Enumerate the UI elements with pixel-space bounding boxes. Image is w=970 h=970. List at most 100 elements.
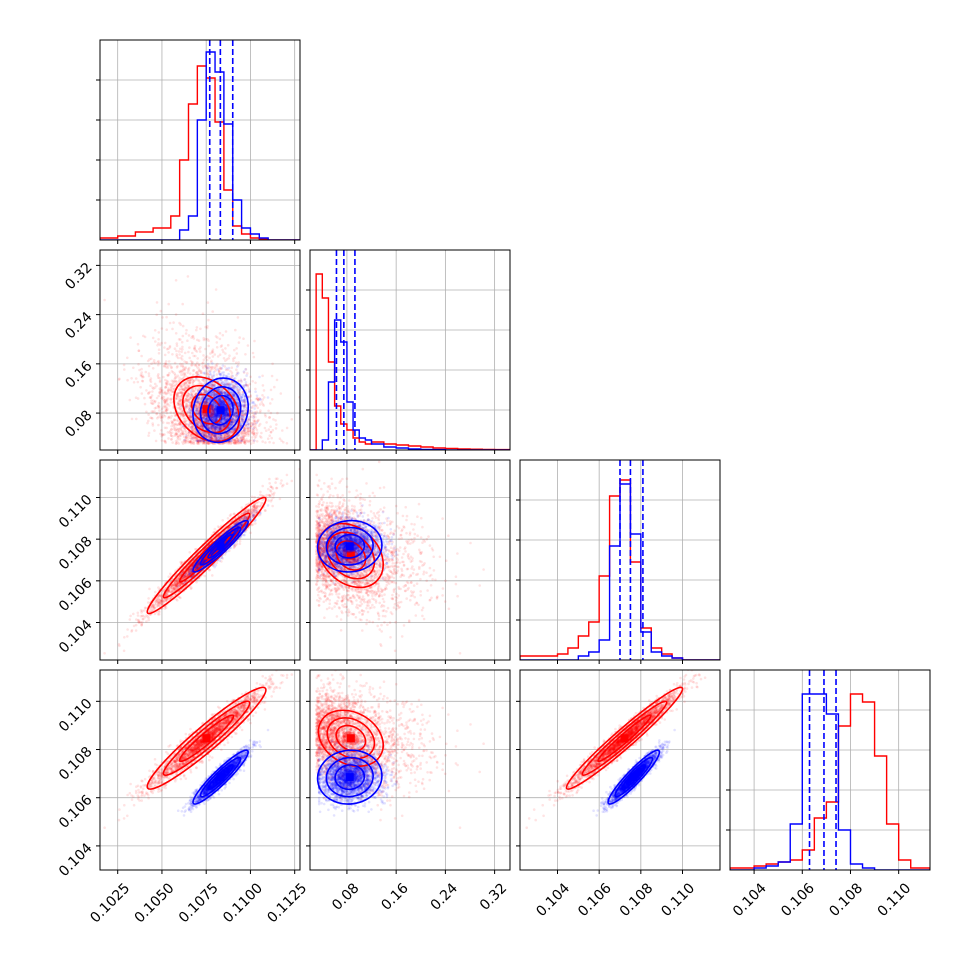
scatter-point bbox=[181, 413, 184, 417]
scatter-point bbox=[196, 440, 200, 444]
scatter-point bbox=[185, 406, 189, 410]
scatter-point bbox=[174, 332, 178, 335]
scatter-point bbox=[178, 391, 181, 395]
scatter-point bbox=[282, 440, 285, 444]
scatter-point bbox=[198, 350, 202, 353]
scatter-point bbox=[178, 434, 181, 438]
scatter-point bbox=[103, 298, 106, 302]
scatter-point bbox=[207, 419, 210, 423]
scatter-point bbox=[258, 403, 262, 406]
scatter-point bbox=[243, 426, 246, 430]
scatter-point bbox=[195, 438, 199, 442]
scatter-point bbox=[186, 391, 190, 395]
scatter-point bbox=[183, 439, 186, 443]
scatter-point bbox=[208, 399, 211, 403]
scatter-point bbox=[185, 361, 188, 364]
scatter-point bbox=[245, 408, 248, 411]
scatter-point bbox=[248, 427, 251, 430]
scatter-point bbox=[207, 397, 211, 401]
scatter-point bbox=[186, 433, 189, 436]
scatter-point bbox=[211, 428, 214, 432]
panel-frame bbox=[99, 39, 301, 241]
scatter-point bbox=[243, 434, 247, 438]
scatter-point bbox=[224, 359, 227, 363]
scatter-point bbox=[280, 439, 283, 443]
scatter-point bbox=[136, 342, 140, 346]
scatter-point bbox=[200, 426, 204, 429]
scatter-point bbox=[231, 441, 234, 444]
scatter-point bbox=[207, 426, 211, 429]
scatter-point bbox=[197, 378, 200, 382]
scatter-point bbox=[271, 362, 274, 366]
scatter-point bbox=[230, 431, 234, 434]
scatter-point bbox=[153, 400, 157, 404]
scatter-point bbox=[182, 368, 185, 372]
scatter-point bbox=[242, 435, 245, 439]
scatter-point bbox=[157, 342, 160, 345]
scatter-point bbox=[219, 399, 222, 403]
scatter-point bbox=[159, 416, 163, 420]
scatter-point bbox=[205, 397, 208, 400]
scatter-point bbox=[225, 434, 229, 437]
scatter-point bbox=[159, 386, 163, 390]
scatter-point bbox=[216, 368, 219, 371]
scatter-point bbox=[160, 389, 163, 392]
scatter-point bbox=[180, 340, 184, 344]
scatter-point bbox=[147, 392, 150, 395]
scatter-point bbox=[175, 433, 179, 436]
scatter-point bbox=[175, 432, 178, 436]
scatter-point bbox=[181, 377, 185, 380]
scatter-point bbox=[181, 442, 185, 446]
scatter-point bbox=[147, 413, 150, 416]
scatter-point bbox=[166, 373, 169, 377]
scatter-point bbox=[218, 372, 222, 376]
scatter-point bbox=[205, 366, 209, 370]
scatter-point bbox=[192, 354, 195, 358]
scatter-point bbox=[236, 439, 240, 442]
scatter-point bbox=[221, 425, 224, 428]
scatter-point bbox=[192, 390, 195, 394]
scatter-point bbox=[180, 391, 184, 395]
scatter-point bbox=[254, 387, 257, 391]
scatter-point bbox=[231, 429, 234, 432]
scatter-point bbox=[154, 399, 157, 403]
scatter-point bbox=[202, 441, 206, 444]
scatter-point bbox=[220, 380, 224, 384]
scatter-point bbox=[250, 436, 254, 439]
scatter-point bbox=[230, 376, 233, 380]
scatter-point bbox=[227, 434, 231, 438]
scatter-point bbox=[220, 366, 224, 370]
scatter-point bbox=[179, 356, 182, 360]
scatter-point bbox=[172, 418, 176, 422]
scatter-point bbox=[192, 436, 195, 440]
scatter-point bbox=[152, 359, 156, 362]
scatter-point bbox=[204, 413, 207, 417]
scatter-point bbox=[212, 424, 215, 427]
scatter-point bbox=[147, 391, 150, 395]
scatter-point bbox=[167, 421, 171, 425]
scatter-point bbox=[165, 403, 169, 406]
scatter-point bbox=[167, 437, 170, 440]
scatter-point bbox=[159, 392, 162, 396]
scatter-point bbox=[141, 379, 144, 383]
scatter-point bbox=[161, 421, 165, 424]
scatter-point bbox=[190, 425, 193, 429]
scatter-point bbox=[184, 397, 188, 401]
scatter-point bbox=[156, 363, 160, 367]
scatter-point bbox=[170, 386, 173, 390]
scatter-point bbox=[222, 414, 226, 418]
scatter-point bbox=[161, 433, 165, 437]
scatter-point bbox=[285, 426, 289, 430]
scatter-point bbox=[137, 349, 141, 353]
scatter-point bbox=[233, 441, 236, 445]
scatter-point bbox=[182, 417, 186, 421]
scatter-point bbox=[214, 335, 218, 338]
scatter-point bbox=[174, 383, 177, 387]
scatter-point bbox=[214, 437, 218, 440]
scatter-point bbox=[191, 437, 194, 440]
scatter-point bbox=[261, 440, 265, 443]
scatter-point bbox=[285, 442, 289, 445]
scatter-point bbox=[130, 377, 133, 380]
scatter-point bbox=[195, 350, 199, 353]
